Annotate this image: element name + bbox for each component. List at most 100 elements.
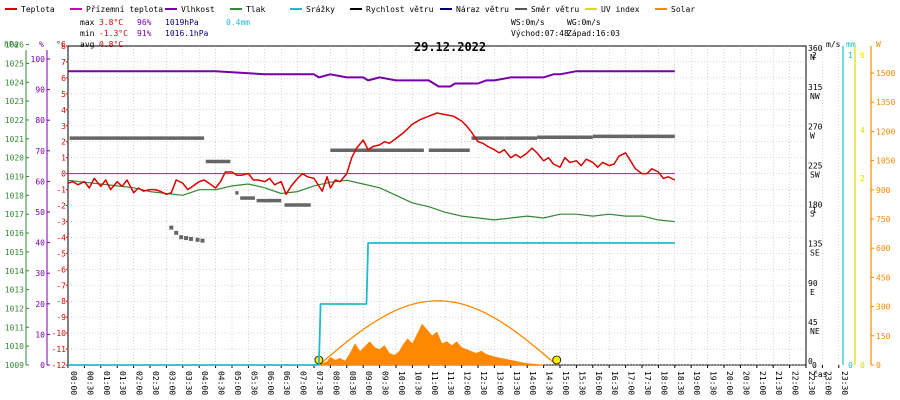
legend-label: UV index (601, 5, 640, 14)
percent-tick-label: 20 (35, 300, 45, 309)
stat-avg-temp: 0.8°C (99, 40, 123, 49)
x-tick-label: 21:30 (774, 371, 783, 395)
w-tick-label: 600 (876, 244, 891, 253)
legend-label: Směr větru (531, 5, 579, 14)
x-tick-label: 15:00 (561, 371, 570, 395)
stat-max-hum: 96% (137, 18, 152, 27)
x-tick-label: 09:30 (381, 371, 390, 395)
celsius-tick-label: -4 (56, 233, 66, 242)
x-tick-label: 03:30 (184, 371, 193, 395)
x-tick-label: 08:00 (331, 371, 340, 395)
celsius-tick-label: -7 (56, 281, 66, 290)
time-axis-label: čas (813, 369, 828, 379)
direction-tick-label: 45 (808, 318, 818, 327)
percent-tick-label: 40 (35, 239, 45, 248)
x-tick-label: 07:00 (299, 371, 308, 395)
x-tick-label: 17:00 (627, 371, 636, 395)
w-tick-label: 300 (876, 303, 891, 312)
direction-tick-label: 360 (808, 44, 823, 53)
sunset-time: Západ:16:03 (567, 29, 620, 38)
uv-tick-label: 6 (860, 51, 865, 60)
hpa-tick-label: 1017 (5, 210, 24, 219)
celsius-tick-label: 3 (61, 122, 66, 131)
w-tick-label: 750 (876, 215, 891, 224)
x-tick-label: 10:30 (413, 371, 422, 395)
x-tick-label: 14:00 (528, 371, 537, 395)
percent-axis-label: % (39, 40, 44, 49)
w-tick-label: 1350 (876, 98, 895, 107)
x-tick-label: 20:30 (741, 371, 750, 395)
direction-tick-name: E (810, 288, 815, 297)
hpa-tick-label: 1018 (5, 191, 24, 200)
wind-direction-point (179, 235, 184, 240)
x-tick-label: 12:30 (479, 371, 488, 395)
wind-direction-point (174, 230, 179, 235)
x-tick-label: 04:30 (217, 371, 226, 395)
stat-min-press: 1016.1hPa (165, 29, 209, 38)
x-tick-label: 11:00 (430, 371, 439, 395)
sunrise-time: Východ:07:48 (511, 29, 569, 38)
legend-label: Solar (671, 5, 695, 14)
x-tick-label: 01:30 (118, 371, 127, 395)
x-tick-label: 06:30 (282, 371, 291, 395)
humidity-line (68, 70, 675, 88)
celsius-tick-label: 7 (61, 58, 66, 67)
legend-label: Náraz větru (456, 5, 509, 14)
rain-line (68, 242, 675, 366)
x-tick-label: 19:30 (709, 371, 718, 395)
x-tick-label: 12:00 (463, 371, 472, 395)
x-tick-label: 16:00 (594, 371, 603, 395)
chart-date: 29.12.2022 (414, 40, 486, 54)
direction-tick-name: NW (810, 92, 820, 101)
x-tick-label: 03:00 (167, 371, 176, 395)
hpa-tick-label: 1024 (5, 78, 24, 87)
legend-label: Rychlost větru (366, 5, 434, 14)
celsius-tick-label: -1 (56, 186, 66, 195)
percent-tick-label: 100 (31, 55, 46, 64)
x-tick-label: 02:30 (151, 371, 160, 395)
legend-label: Vlhkost (181, 5, 215, 14)
hpa-tick-label: 1026 (5, 41, 24, 50)
hpa-axis-label: hPa (4, 40, 19, 49)
mm-tick-label: 1 (848, 51, 853, 60)
hpa-tick-label: 1015 (5, 248, 24, 257)
x-tick-label: 10:00 (397, 371, 406, 395)
uv-tick-label: 4 (860, 126, 865, 135)
hpa-tick-label: 1016 (5, 229, 24, 238)
celsius-tick-label: -6 (56, 265, 66, 274)
percent-tick-label: 50 (35, 208, 45, 217)
x-tick-label: 04:00 (200, 371, 209, 395)
x-tick-label: 14:30 (545, 371, 554, 395)
solar-max-curve (318, 300, 558, 366)
direction-tick-label: 0 (808, 357, 813, 366)
direction-tick-name: SW (810, 170, 820, 179)
hpa-tick-label: 1019 (5, 173, 24, 182)
ms-axis-label: m/s (826, 40, 841, 49)
x-tick-label: 22:30 (807, 371, 816, 395)
direction-tick-name: S (810, 210, 815, 219)
hpa-tick-label: 1009 (5, 361, 24, 370)
legend-label: Srážky (306, 5, 335, 14)
direction-tick-name: N (810, 53, 815, 62)
x-tick-label: 18:00 (659, 371, 668, 395)
direction-tick-label: 90 (808, 279, 818, 288)
x-tick-label: 20:00 (725, 371, 734, 395)
wind-ws: WS:0m/s (511, 18, 545, 27)
hpa-tick-label: 1010 (5, 342, 24, 351)
celsius-tick-label: 6 (61, 74, 66, 83)
percent-tick-label: 30 (35, 269, 45, 278)
stat-min-label: min (80, 29, 95, 38)
uv-tick-label: 2 (860, 174, 865, 183)
x-tick-label: 13:00 (495, 371, 504, 395)
x-tick-label: 22:00 (791, 371, 800, 395)
x-tick-label: 23:30 (840, 371, 849, 395)
mm-axis-label: mm (846, 40, 856, 49)
wind-direction-point (189, 236, 193, 241)
celsius-tick-label: 8 (61, 42, 66, 51)
stat-max-label: max (80, 18, 95, 27)
x-tick-label: 13:30 (512, 371, 521, 395)
x-tick-label: 05:30 (249, 371, 258, 395)
x-tick-label: 17:30 (643, 371, 652, 395)
celsius-tick-label: 0 (61, 170, 66, 179)
sun-marker (552, 355, 562, 365)
